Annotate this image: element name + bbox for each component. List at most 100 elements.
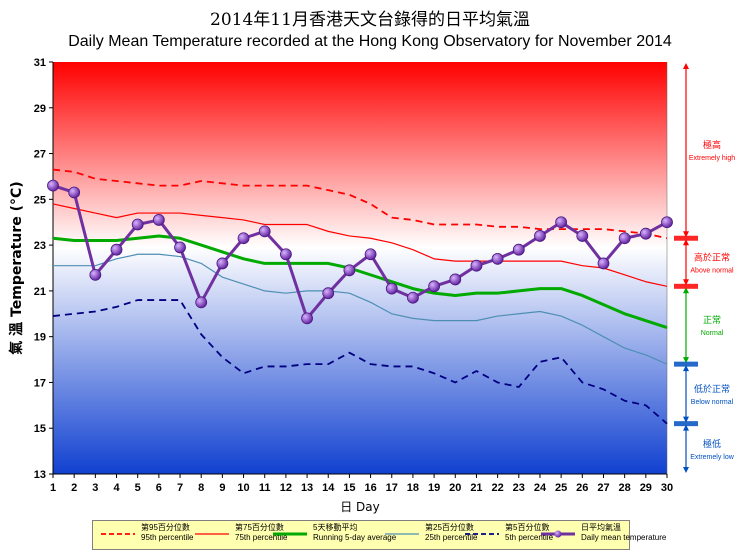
data-point-daily-mean — [258, 225, 271, 238]
x-tick-label: 2 — [71, 482, 77, 494]
legend-label-chinese: 日平均氣溫 — [581, 523, 621, 532]
data-point-daily-mean — [343, 264, 356, 277]
y-tick-label: 27 — [34, 149, 46, 161]
x-tick-label: 9 — [219, 482, 225, 494]
series-line-p75 — [52, 203, 668, 287]
y-tick-label: 21 — [34, 286, 46, 298]
data-point-daily-mean — [512, 243, 525, 256]
data-point-daily-mean — [47, 179, 59, 192]
legend-swatch — [195, 533, 229, 535]
x-tick-label: 7 — [177, 482, 183, 494]
data-point-daily-mean — [449, 273, 462, 286]
chart-title-english: Daily Mean Temperature recorded at the H… — [68, 33, 672, 50]
data-point-daily-mean — [301, 312, 313, 325]
data-point-daily-mean — [68, 186, 81, 199]
x-tick-label: 5 — [135, 482, 141, 494]
legend-swatch — [101, 533, 135, 535]
data-point-daily-mean — [364, 248, 377, 261]
legend-label-english: 75th percentile — [235, 533, 288, 542]
chart-title-chinese: 2014年11月香港天文台錄得的日平均氣溫 — [210, 10, 530, 30]
x-tick-label: 19 — [428, 482, 440, 494]
legend-label-english: 5th percentile — [505, 533, 554, 542]
data-point-daily-mean — [555, 216, 568, 229]
band-label-english: Above normal — [690, 267, 734, 274]
band-boundary-marker — [674, 235, 698, 241]
x-tick-label: 21 — [470, 482, 482, 494]
x-tick-label: 6 — [156, 482, 162, 494]
band-arrow-head — [683, 231, 689, 238]
x-tick-label: 16 — [364, 482, 376, 494]
data-point-daily-mean — [385, 282, 398, 295]
legend-label-chinese: 第25百分位數 — [425, 523, 474, 532]
data-point-daily-mean — [152, 214, 165, 226]
legend-swatch — [465, 533, 499, 535]
y-tick-label: 31 — [34, 57, 46, 69]
legend-label-english: 25th percentile — [425, 533, 478, 542]
legend: 第95百分位數 95th percentile 第75百分位數 75th percen… — [92, 520, 666, 550]
band-label-chinese: 低於正常 — [694, 383, 730, 395]
x-tick-label: 27 — [597, 482, 609, 494]
x-tick-label: 26 — [576, 482, 588, 494]
y-tick-label: 15 — [34, 423, 46, 435]
legend-label-english: 95th percentile — [141, 533, 194, 542]
band-arrow-head — [683, 357, 689, 364]
band-label-english: Extremely high — [689, 155, 735, 162]
band-label-english: Normal — [701, 330, 724, 337]
data-point-daily-mean — [534, 230, 546, 242]
x-tick-label: 15 — [343, 482, 355, 494]
band-label-chinese: 高於正常 — [694, 251, 730, 263]
x-tick-label: 17 — [386, 482, 398, 494]
legend-swatch — [385, 533, 419, 535]
data-point-daily-mean — [428, 280, 441, 293]
legend-swatch-marker — [554, 530, 562, 538]
series-line-p25 — [53, 253, 668, 365]
band-arrow-head — [683, 287, 689, 294]
x-tick-label: 30 — [661, 482, 673, 494]
x-tick-label: 22 — [491, 482, 503, 494]
legend-label-chinese: 5天移動平均 — [313, 523, 358, 532]
x-tick-label: 20 — [449, 482, 461, 494]
band-arrow-head — [683, 239, 689, 246]
band-arrow-head — [683, 63, 689, 69]
legend-label-english: Daily mean temperature — [581, 533, 667, 542]
data-point-daily-mean — [470, 259, 483, 272]
x-axis-label: 日 Day — [340, 500, 380, 514]
data-point-daily-mean — [661, 216, 673, 229]
band-label-chinese: 極低 — [703, 438, 721, 450]
data-point-daily-mean — [576, 230, 589, 242]
legend-label: 第95百分位數 95th percentile — [141, 523, 193, 543]
data-point-daily-mean — [597, 257, 610, 270]
x-tick-label: 29 — [640, 482, 652, 494]
series-line-p95 — [52, 168, 668, 240]
data-point-daily-mean — [618, 232, 631, 245]
series-line-p5 — [52, 299, 668, 425]
legend-label-chinese: 第5百分位數 — [505, 523, 550, 532]
y-tick-label: 25 — [34, 194, 46, 206]
x-tick-label: 25 — [555, 482, 567, 494]
band-arrow-head — [683, 424, 689, 431]
band-label-chinese: 正常 — [703, 314, 721, 326]
band-arrow-head — [683, 467, 689, 473]
data-point-daily-mean — [110, 243, 123, 256]
legend-swatch — [273, 532, 307, 536]
x-tick-label: 8 — [198, 482, 204, 494]
y-tick-label: 13 — [34, 469, 46, 481]
data-point-daily-mean — [195, 296, 208, 309]
x-tick-label: 10 — [237, 482, 249, 494]
band-arrow-head — [683, 279, 689, 286]
x-tick-label: 18 — [407, 482, 419, 494]
legend-label: 5天移動平均 Running 5-day average — [313, 523, 396, 543]
x-tick-label: 1 — [50, 482, 56, 494]
band-label-english: Below normal — [691, 399, 734, 406]
x-tick-label: 11 — [259, 482, 271, 494]
x-tick-label: 3 — [92, 482, 98, 494]
y-axis-label: 氣 溫 Temperature (°C) — [8, 181, 25, 354]
legend-label-chinese: 第75百分位數 — [235, 523, 284, 532]
y-tick-label: 17 — [34, 377, 46, 389]
band-label-chinese: 極高 — [703, 139, 721, 151]
x-tick-label: 13 — [301, 482, 313, 494]
data-point-daily-mean — [89, 268, 102, 281]
legend-swatch — [541, 530, 575, 538]
data-point-daily-mean — [237, 232, 250, 245]
